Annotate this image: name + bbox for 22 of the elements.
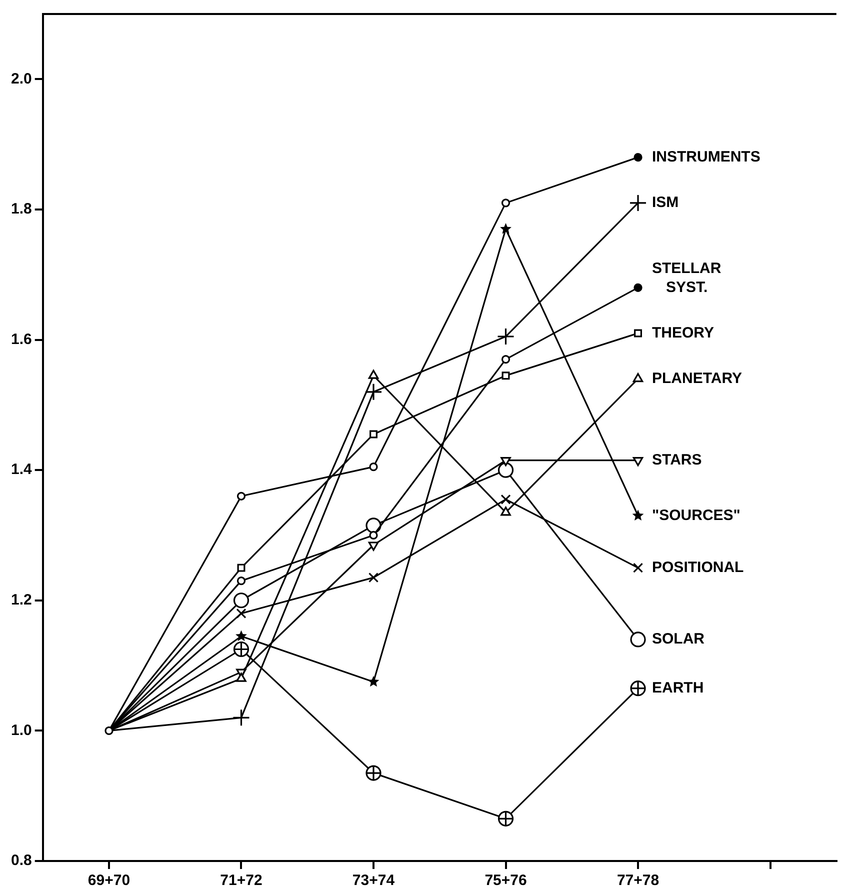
series-label: STELLAR SYST.	[652, 260, 722, 296]
series-label: POSITIONAL	[652, 558, 744, 576]
x-tick-label: 71+72	[220, 872, 262, 890]
x-tick-label: 69+70	[88, 872, 130, 890]
series-label: ISM	[652, 194, 679, 212]
series-label: STARS	[652, 451, 702, 468]
y-tick-label: 1.4	[10, 461, 32, 478]
series-label: "SOURCES"	[652, 506, 740, 524]
series-label: SOLAR	[652, 630, 705, 648]
y-tick-label: 2.0	[10, 70, 32, 88]
series-label: PLANETARY	[652, 370, 742, 387]
y-tick-label: 1.2	[10, 592, 32, 609]
y-tick-label: 1.0	[10, 722, 32, 739]
series-label: INSTRUMENTS	[652, 148, 760, 166]
y-tick-label: 1.6	[10, 330, 32, 348]
x-tick-label: 75+76	[484, 872, 527, 890]
y-tick-label: 0.8	[10, 852, 32, 870]
y-tick-label: 1.8	[10, 200, 32, 218]
series-label: THEORY	[652, 324, 714, 342]
x-tick-label: 73+74	[352, 872, 396, 890]
series-label: EARTH	[652, 679, 704, 696]
x-tick-label: 77+78	[616, 872, 660, 890]
